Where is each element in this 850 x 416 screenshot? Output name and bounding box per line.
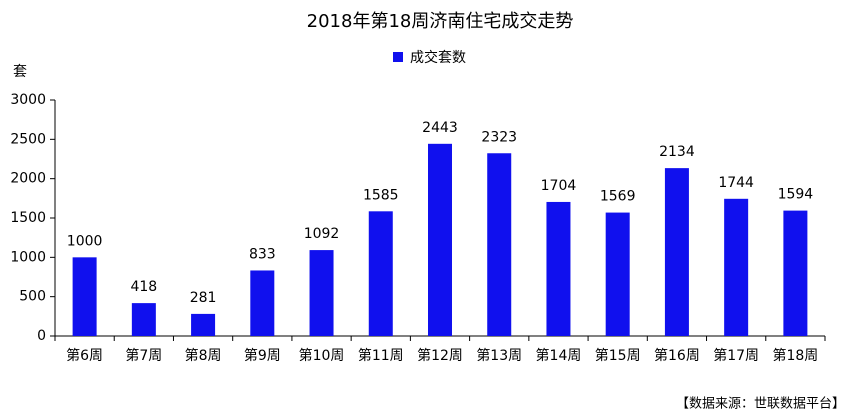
data-label: 833 — [249, 246, 276, 262]
data-label: 418 — [130, 279, 157, 295]
bar — [605, 212, 630, 336]
data-label: 2323 — [481, 129, 517, 145]
source-note: 【数据来源：世联数据平台】 — [676, 397, 845, 412]
y-axis-label: 套 — [13, 64, 27, 80]
x-tick-label: 第9周 — [244, 347, 281, 364]
data-label: 1092 — [304, 226, 340, 242]
data-label: 1585 — [363, 187, 399, 203]
data-label: 281 — [190, 290, 217, 306]
x-tick-label: 第7周 — [125, 347, 162, 364]
x-tick-label: 第14周 — [536, 347, 582, 364]
y-tick-label: 0 — [37, 328, 46, 344]
x-tick-label: 第6周 — [66, 347, 103, 364]
bar — [250, 270, 275, 336]
legend-label: 成交套数 — [410, 49, 466, 66]
bar — [546, 201, 571, 336]
data-label: 1000 — [67, 233, 103, 249]
x-tick-label: 第10周 — [299, 347, 345, 364]
y-tick-label: 2000 — [10, 171, 46, 187]
chart-title: 2018年第18周济南住宅成交走势 — [307, 11, 574, 32]
legend-swatch — [393, 52, 403, 62]
bar — [368, 211, 393, 336]
x-tick-label: 第8周 — [185, 347, 222, 364]
bar — [783, 210, 808, 336]
data-label: 2134 — [659, 144, 695, 160]
bar — [72, 257, 97, 336]
data-label: 1594 — [778, 187, 814, 203]
data-label: 2443 — [422, 120, 458, 136]
data-label: 1704 — [541, 178, 577, 194]
x-tick-label: 第13周 — [476, 347, 522, 364]
data-label: 1569 — [600, 189, 636, 205]
bar — [309, 250, 334, 336]
bar — [724, 198, 749, 336]
bar — [131, 303, 156, 336]
y-tick-label: 1000 — [10, 249, 46, 265]
x-tick-label: 第17周 — [713, 347, 759, 364]
y-tick-label: 3000 — [10, 92, 46, 108]
bar — [664, 168, 689, 336]
bar — [487, 153, 512, 336]
x-tick-label: 第12周 — [417, 347, 463, 364]
data-label: 1744 — [718, 175, 754, 191]
x-tick-label: 第15周 — [595, 347, 641, 364]
x-tick-label: 第18周 — [772, 347, 818, 364]
bar — [191, 313, 216, 336]
y-tick-label: 2500 — [10, 131, 46, 147]
bar — [428, 143, 452, 336]
x-tick-label: 第11周 — [358, 347, 404, 364]
y-tick-label: 1500 — [10, 210, 46, 226]
x-tick-label: 第16周 — [654, 347, 700, 364]
y-tick-label: 500 — [19, 289, 46, 305]
